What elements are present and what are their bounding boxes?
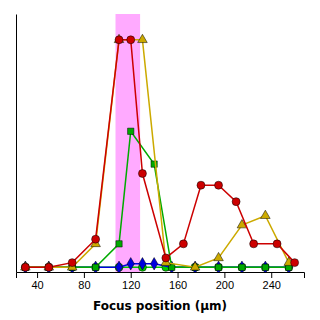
series-point xyxy=(115,36,123,44)
x-tick-label: 240 xyxy=(263,279,281,291)
x-tick-label: 160 xyxy=(169,279,187,291)
series-point xyxy=(262,261,269,272)
series-point xyxy=(68,259,76,267)
series-point xyxy=(215,264,221,270)
series-point xyxy=(128,128,134,134)
series-point xyxy=(21,263,29,271)
series-point xyxy=(21,263,29,271)
series-point xyxy=(238,261,245,272)
x-tick-label: 120 xyxy=(122,279,140,291)
x-tick-label: 80 xyxy=(78,279,90,291)
x-axis: 40 80 120 160 200 240 xyxy=(17,272,305,291)
series-point xyxy=(291,259,299,267)
series-point xyxy=(116,241,122,247)
series-line xyxy=(25,131,288,267)
series-point xyxy=(197,181,205,189)
series-point xyxy=(138,170,146,178)
series-point xyxy=(151,258,158,270)
y-axis-line xyxy=(16,15,17,273)
series-point xyxy=(127,258,134,270)
marks xyxy=(21,14,299,272)
series-point xyxy=(250,240,258,248)
series-point xyxy=(215,263,223,271)
series-point xyxy=(232,198,240,206)
x-tick: 40 xyxy=(31,272,43,291)
series-point xyxy=(238,263,246,271)
series-point xyxy=(262,264,268,270)
series-4 xyxy=(21,36,298,271)
x-axis-title: Focus position (μm) xyxy=(93,299,227,313)
x-tick-mark xyxy=(131,272,132,278)
x-tick-mark xyxy=(224,272,225,278)
series-point xyxy=(92,263,100,271)
series-point xyxy=(261,210,271,218)
series-point xyxy=(92,235,100,243)
series-point xyxy=(46,264,52,270)
x-tick-mark xyxy=(37,272,38,278)
series-point xyxy=(22,264,28,270)
x-tick: 80 xyxy=(78,272,90,291)
plot: 40 80 120 160 200 240 xyxy=(17,14,305,291)
x-tick: 120 xyxy=(122,272,140,291)
series-point xyxy=(215,261,222,272)
series-point xyxy=(115,261,122,272)
series-point xyxy=(239,264,245,270)
shaded-region xyxy=(116,14,141,272)
series-point xyxy=(214,252,224,260)
series-point xyxy=(179,240,187,248)
x-tick: 160 xyxy=(169,272,187,291)
x-tick-mark xyxy=(178,272,179,278)
series-point xyxy=(139,258,146,270)
x-tick-label: 200 xyxy=(216,279,234,291)
series-point xyxy=(138,34,148,42)
series-point xyxy=(92,261,99,272)
x-tick-mark xyxy=(271,272,272,278)
series-point xyxy=(190,262,200,270)
x-tick-label: 40 xyxy=(31,279,43,291)
series-point xyxy=(45,263,53,271)
x-axis-line xyxy=(17,273,305,279)
series-point xyxy=(127,36,135,44)
series-point xyxy=(162,254,170,262)
series-point xyxy=(273,240,281,248)
chart: 40 80 120 160 200 240 Focus position (μm) xyxy=(0,0,320,320)
series-point xyxy=(45,263,53,271)
series-3 xyxy=(21,34,294,270)
y-axis xyxy=(16,15,17,273)
series-point xyxy=(215,181,223,189)
series-point xyxy=(92,264,98,270)
x-tick-mark xyxy=(84,272,85,278)
series-line xyxy=(25,40,294,268)
x-tick: 200 xyxy=(216,272,234,291)
x-tick: 240 xyxy=(263,272,281,291)
series-point xyxy=(261,263,269,271)
series-2 xyxy=(22,128,292,270)
